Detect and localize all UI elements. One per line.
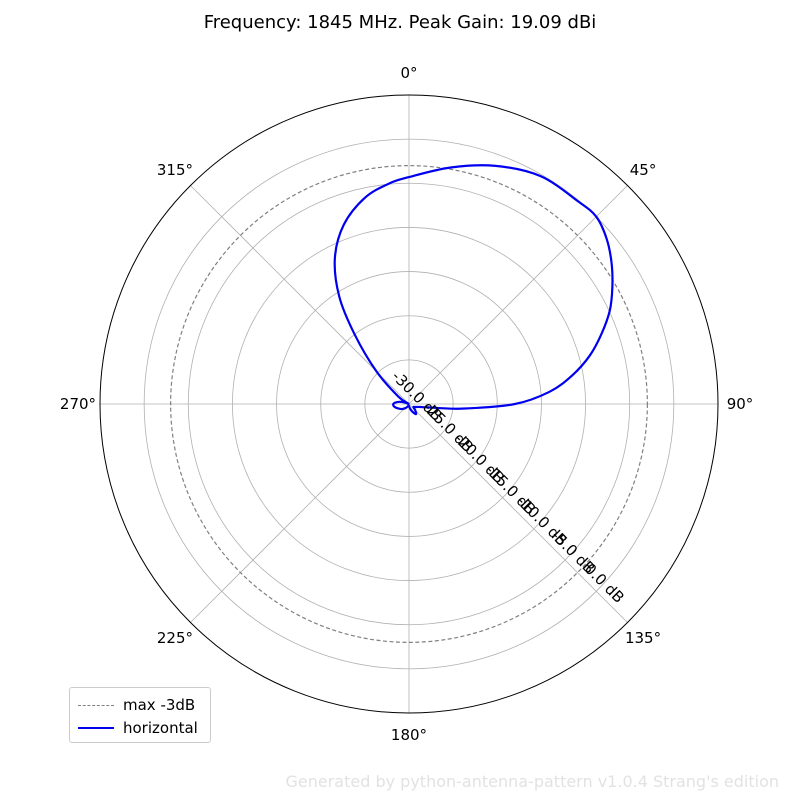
legend-swatch-dashed	[78, 704, 114, 706]
watermark-text: Generated by python-antenna-pattern v1.0…	[285, 772, 779, 791]
legend-label: horizontal	[123, 719, 198, 737]
angular-grid-line	[408, 185, 628, 405]
angle-tick-label: 225°	[157, 629, 193, 647]
angle-tick-label: 270°	[60, 395, 96, 413]
angular-grid-line	[408, 403, 628, 623]
polar-frame	[99, 94, 719, 714]
angle-tick-label: 90°	[727, 395, 754, 413]
angle-tick-label: 0°	[400, 64, 417, 82]
legend-label: max -3dB	[123, 696, 196, 714]
reference-ring	[170, 165, 648, 643]
angle-tick-label: 45°	[630, 161, 657, 179]
legend-item-max-3db: max -3dB	[78, 696, 195, 714]
legend-swatch-solid	[78, 727, 114, 729]
series-line-horizontal	[333, 164, 614, 416]
chart-title: Frequency: 1845 MHz. Peak Gain: 19.09 dB…	[203, 12, 597, 33]
series-layer	[333, 164, 614, 416]
angular-grid-line	[190, 403, 410, 623]
legend: max -3dB horizontal	[69, 687, 211, 743]
legend-item-horizontal: horizontal	[78, 719, 198, 737]
reference-max-3db-ring	[170, 165, 648, 643]
angle-tick-label: 315°	[157, 161, 193, 179]
angle-tick-label: 180°	[391, 726, 427, 744]
polar-grid	[99, 94, 719, 714]
angle-tick-label: 135°	[625, 629, 661, 647]
